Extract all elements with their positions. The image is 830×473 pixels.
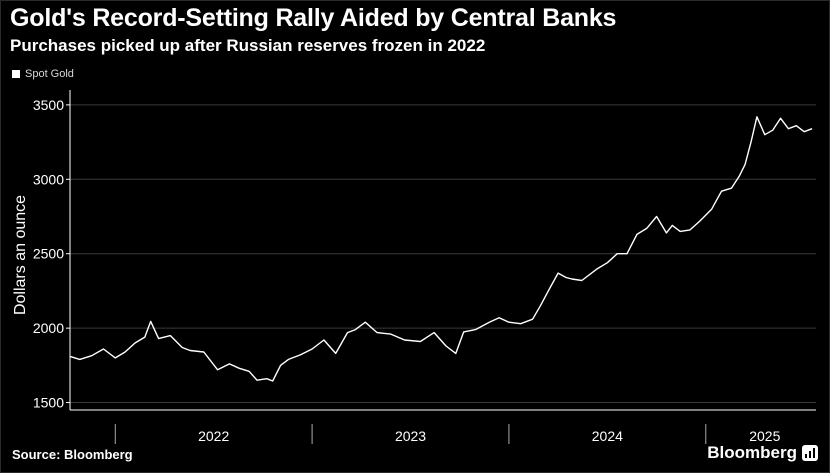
y-tick-label: 1500 [33,395,64,411]
chart-legend: Spot Gold [12,68,74,80]
gridlines [70,104,816,404]
source-note: Source: Bloomberg [12,447,133,462]
y-tick-label: 2000 [33,320,64,336]
bloomberg-chart-icon [802,445,818,461]
x-tick-label: 2024 [592,428,623,444]
y-tick-label: 3500 [33,97,64,113]
x-tick-label: 2025 [749,428,780,444]
chart-title: Gold's Record-Setting Rally Aided by Cen… [10,4,617,32]
chart-subtitle: Purchases picked up after Russian reserv… [10,36,486,55]
legend-label: Spot Gold [25,68,74,80]
y-axis-ticks: 1500 2000 2500 3000 3500 [33,90,71,411]
y-tick-label: 2500 [33,246,64,262]
x-tick-label: 2023 [395,428,426,444]
series-layer [69,116,813,382]
series-line-spot-gold [69,116,813,382]
x-axis: 2022 2023 2024 2025 [70,409,816,444]
bloomberg-logo: Bloomberg [707,443,818,463]
y-tick-label: 3000 [33,171,64,187]
brand-name: Bloomberg [707,443,797,462]
y-axis-label: Dollars an ounce [12,195,29,315]
legend-swatch [12,70,20,78]
x-tick-label: 2022 [198,428,229,444]
